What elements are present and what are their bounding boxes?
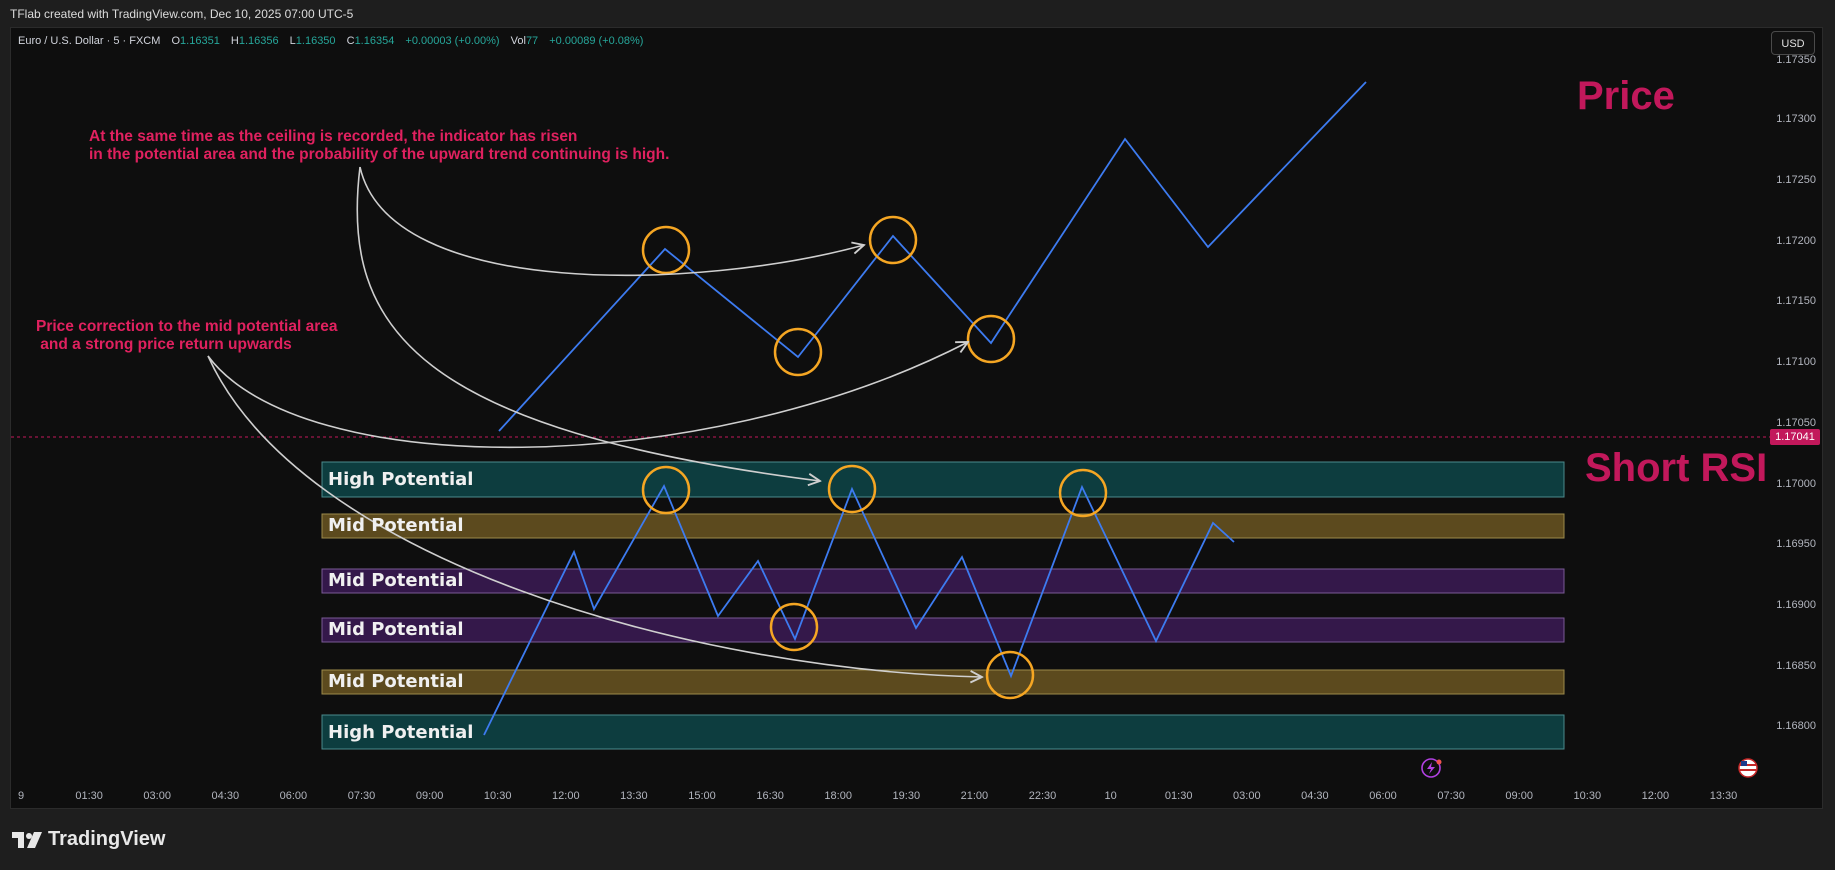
time-axis-label: 19:30 bbox=[893, 790, 921, 802]
rsi-line[interactable] bbox=[483, 483, 1235, 736]
time-axis-label: 9 bbox=[18, 790, 24, 802]
highlight-circle[interactable] bbox=[773, 327, 823, 377]
zone-high[interactable] bbox=[321, 714, 1565, 750]
chart-caption: TFlab created with TradingView.com, Dec … bbox=[10, 7, 354, 21]
footer bbox=[0, 810, 1835, 870]
price-label[interactable]: Price bbox=[1577, 74, 1675, 118]
top-bar: TFlab created with TradingView.com, Dec … bbox=[0, 0, 1835, 27]
notification-dot bbox=[1436, 759, 1442, 765]
time-axis-label: 10:30 bbox=[484, 790, 512, 802]
open-label: O bbox=[171, 35, 181, 47]
price-axis-label: 1.16850 bbox=[1776, 660, 1816, 672]
zone-label: Mid Potential bbox=[328, 570, 464, 591]
symbol-name[interactable]: Euro / U.S. Dollar · 5 · FXCM bbox=[18, 35, 161, 47]
time-axis-label: 13:30 bbox=[1710, 790, 1738, 802]
tradingview-logo[interactable]: TradingView bbox=[12, 828, 165, 851]
highlight-circle[interactable] bbox=[966, 314, 1016, 364]
price-axis-label: 1.17200 bbox=[1776, 235, 1816, 247]
vol-value: 77 bbox=[525, 35, 539, 47]
time-axis-label: 21:00 bbox=[961, 790, 989, 802]
time-axis-label: 12:00 bbox=[1642, 790, 1670, 802]
vol-label: Vol bbox=[510, 35, 526, 47]
zone-label: Mid Potential bbox=[328, 619, 464, 640]
time-axis-label: 07:30 bbox=[1437, 790, 1465, 802]
highlight-circle[interactable] bbox=[827, 464, 877, 514]
us-flag-canton bbox=[1741, 761, 1747, 766]
time-axis-label: 09:00 bbox=[1505, 790, 1533, 802]
annotation-top[interactable]: At the same time as the ceiling is recor… bbox=[89, 128, 670, 163]
close-label: C bbox=[346, 35, 355, 47]
price-axis-label: 1.17100 bbox=[1776, 356, 1816, 368]
zone-mid-purple[interactable] bbox=[321, 617, 1565, 643]
price-axis-label: 1.17250 bbox=[1776, 174, 1816, 186]
time-axis-label: 18:00 bbox=[824, 790, 852, 802]
price-axis-label: 1.17300 bbox=[1776, 113, 1816, 125]
currency-button[interactable]: USD bbox=[1771, 31, 1815, 55]
open-value: 1.16351 bbox=[180, 35, 220, 47]
time-axis-label: 07:30 bbox=[348, 790, 376, 802]
time-axis-label: 10 bbox=[1104, 790, 1116, 802]
price-axis-label: 1.17350 bbox=[1776, 54, 1816, 66]
close-value: 1.16354 bbox=[354, 35, 395, 47]
flash-icon[interactable] bbox=[1421, 758, 1441, 778]
time-axis-label: 01:30 bbox=[1165, 790, 1193, 802]
zone-mid-gold[interactable] bbox=[321, 669, 1565, 695]
time-axis-label: 01:30 bbox=[75, 790, 103, 802]
zone-high[interactable] bbox=[321, 461, 1565, 498]
price-axis-label: 1.17000 bbox=[1776, 478, 1816, 490]
brand-name: TradingView bbox=[48, 828, 166, 850]
time-axis-label: 13:30 bbox=[620, 790, 648, 802]
highlight-circle[interactable] bbox=[769, 602, 819, 652]
price-line[interactable] bbox=[498, 81, 1367, 432]
time-axis-label: 22:30 bbox=[1029, 790, 1057, 802]
low-label: L bbox=[289, 35, 296, 47]
time-axis-label: 04:30 bbox=[212, 790, 240, 802]
price-axis-label: 1.16800 bbox=[1776, 720, 1816, 732]
zone-label: Mid Potential bbox=[328, 515, 464, 536]
high-label: H bbox=[230, 35, 239, 47]
price-axis-label: 1.16950 bbox=[1776, 538, 1816, 550]
zone-label: High Potential bbox=[328, 722, 474, 743]
last-price-tag: 1.17041 bbox=[1770, 429, 1820, 445]
high-value: 1.16356 bbox=[238, 35, 279, 47]
time-axis-label: 03:00 bbox=[1233, 790, 1261, 802]
time-axis-label: 09:00 bbox=[416, 790, 444, 802]
zone-label: High Potential bbox=[328, 469, 474, 490]
price-axis-label: 1.17150 bbox=[1776, 295, 1816, 307]
symbol-legend: Euro / U.S. Dollar · 5 · FXCM O1.16351 H… bbox=[18, 35, 643, 47]
zone-mid-gold[interactable] bbox=[321, 513, 1565, 539]
highlight-circle[interactable] bbox=[985, 650, 1035, 700]
time-axis-label: 12:00 bbox=[552, 790, 580, 802]
time-axis-label: 06:00 bbox=[280, 790, 308, 802]
vol-change-value: +0.00089 (+0.08%) bbox=[549, 35, 644, 47]
short-rsi-label[interactable]: Short RSI bbox=[1585, 446, 1768, 490]
low-value: 1.16350 bbox=[295, 35, 336, 47]
time-axis-label: 16:30 bbox=[756, 790, 784, 802]
price-axis-label: 1.17050 bbox=[1776, 417, 1816, 429]
us-flag-stripe bbox=[1740, 769, 1756, 771]
time-axis-label: 04:30 bbox=[1301, 790, 1329, 802]
annotation-arrow[interactable] bbox=[207, 355, 982, 677]
zone-mid-purple[interactable] bbox=[321, 568, 1565, 594]
time-axis-label: 10:30 bbox=[1574, 790, 1602, 802]
highlight-circle[interactable] bbox=[641, 465, 691, 515]
time-axis-label: 15:00 bbox=[688, 790, 716, 802]
annotation-left[interactable]: Price correction to the mid potential ar… bbox=[36, 318, 338, 353]
tradingview-logo-icon bbox=[12, 831, 42, 848]
highlight-circle[interactable] bbox=[641, 225, 691, 275]
annotation-arrow[interactable] bbox=[359, 166, 864, 277]
zone-label: Mid Potential bbox=[328, 671, 464, 692]
highlight-circle[interactable] bbox=[1058, 468, 1108, 518]
annotation-arrow[interactable] bbox=[207, 342, 968, 449]
price-axis-label: 1.16900 bbox=[1776, 599, 1816, 611]
flash-icon-bolt bbox=[1427, 762, 1435, 774]
change-value: +0.00003 (+0.00%) bbox=[405, 35, 500, 47]
us-flag-stripe bbox=[1740, 764, 1756, 766]
annotation-arrow[interactable] bbox=[356, 166, 820, 481]
highlight-circle[interactable] bbox=[868, 215, 918, 265]
time-axis-label: 03:00 bbox=[143, 790, 171, 802]
time-axis-label: 06:00 bbox=[1369, 790, 1397, 802]
